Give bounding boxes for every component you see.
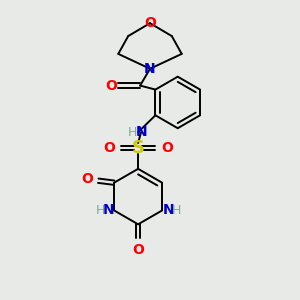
Text: H: H bbox=[171, 204, 181, 217]
Text: O: O bbox=[103, 141, 115, 155]
Text: O: O bbox=[105, 79, 117, 93]
Text: N: N bbox=[102, 203, 114, 218]
Text: O: O bbox=[161, 141, 173, 155]
Text: O: O bbox=[144, 16, 156, 30]
Text: S: S bbox=[132, 139, 145, 157]
Text: O: O bbox=[132, 243, 144, 257]
Text: N: N bbox=[144, 62, 156, 76]
Text: H: H bbox=[128, 126, 137, 139]
Text: H: H bbox=[95, 204, 105, 217]
Text: N: N bbox=[162, 203, 174, 218]
Text: O: O bbox=[81, 172, 93, 186]
Text: N: N bbox=[135, 125, 147, 139]
